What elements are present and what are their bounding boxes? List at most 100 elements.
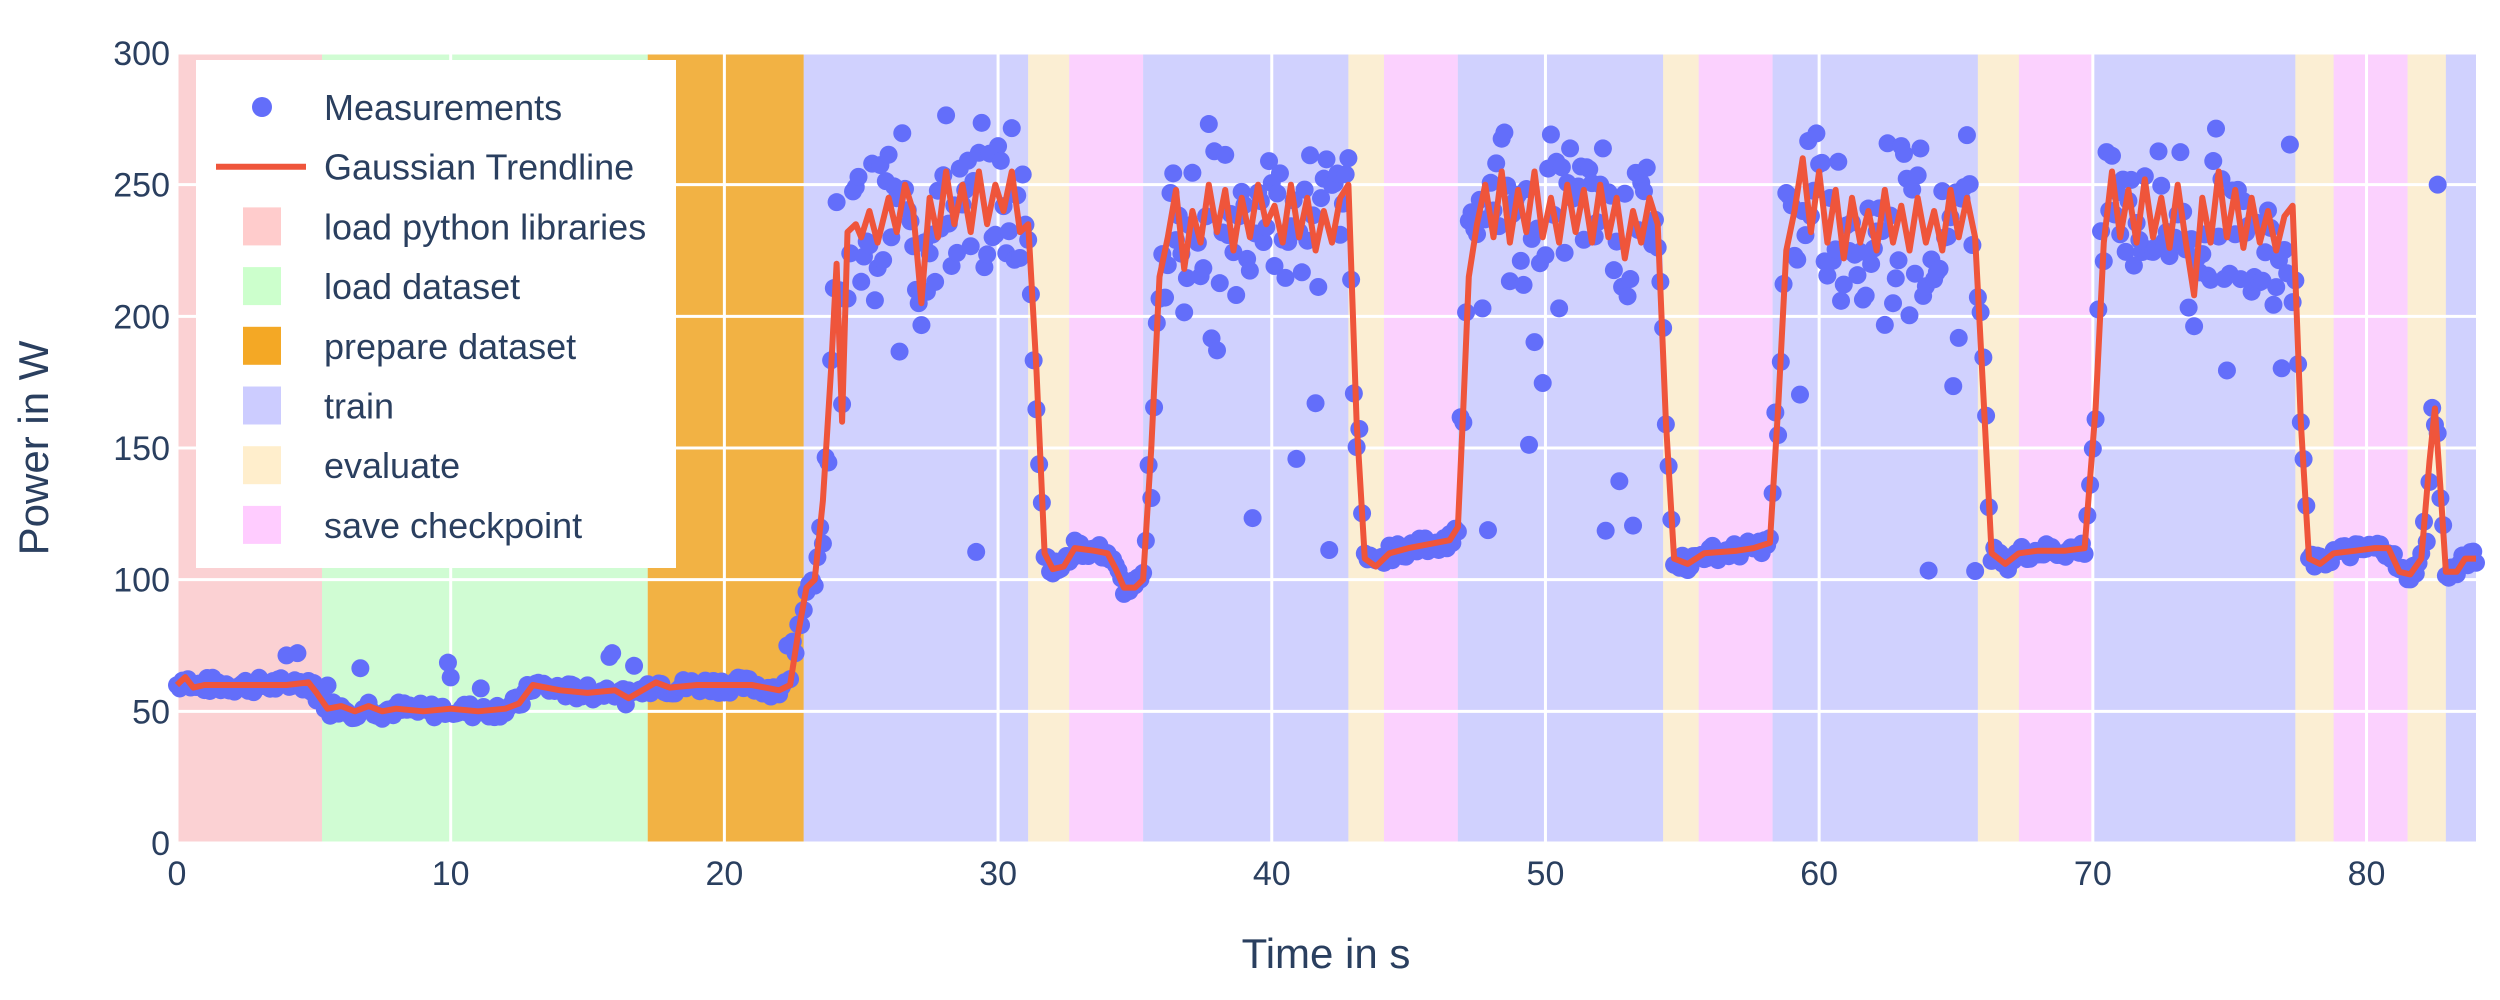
measurement-point xyxy=(1514,275,1533,294)
measurement-point xyxy=(1862,254,1881,273)
measurement-point xyxy=(1848,266,1867,285)
measurement-point xyxy=(1851,242,1870,261)
y-tick-label: 0 xyxy=(151,825,170,863)
measurement-point xyxy=(1216,145,1235,164)
legend-item-measurements[interactable]: Measurements xyxy=(252,87,562,128)
measurement-point xyxy=(1511,251,1530,270)
measurement-point xyxy=(1889,251,1908,270)
measurement-point xyxy=(1276,268,1295,287)
measurement-point xyxy=(1533,374,1552,393)
measurement-point xyxy=(1637,158,1656,177)
measurement-point xyxy=(1287,449,1306,468)
measurement-point xyxy=(849,167,868,186)
measurement-point xyxy=(2204,152,2223,171)
measurement-point xyxy=(1919,561,1938,580)
measurement-point xyxy=(986,225,1005,244)
legend-label: save checkpoint xyxy=(324,505,582,546)
measurement-point xyxy=(1227,286,1246,305)
measurement-point xyxy=(1270,164,1289,183)
measurement-point xyxy=(1966,562,1985,581)
measurement-point xyxy=(1812,153,1831,172)
measurement-point xyxy=(1604,261,1623,280)
measurement-point xyxy=(1911,139,1930,158)
measurement-point xyxy=(1295,180,1314,199)
measurement-point xyxy=(972,113,991,132)
measurement-point xyxy=(1790,385,1809,404)
measurement-point xyxy=(1164,164,1183,183)
measurement-point xyxy=(2206,119,2225,138)
measurement-point xyxy=(1210,274,1229,293)
measurement-point xyxy=(2152,176,2171,195)
measurement-point xyxy=(1317,150,1336,169)
legend-item-prepare-dataset[interactable]: prepare dataset xyxy=(243,326,576,367)
legend-swatch-icon xyxy=(243,386,281,425)
measurement-point xyxy=(1905,264,1924,283)
measurement-point xyxy=(2267,278,2286,297)
measurement-point xyxy=(1596,521,1615,540)
measurement-point xyxy=(1541,125,1560,144)
measurement-point xyxy=(1500,272,1519,291)
measurement-point xyxy=(1320,541,1339,560)
legend: Measurements Gaussian Trendline load pytho… xyxy=(196,60,676,568)
legend-item-load-dataset[interactable]: load dataset xyxy=(243,266,520,307)
x-tick-label: 70 xyxy=(2074,855,2112,893)
measurement-point xyxy=(1818,266,1837,285)
measurement-point xyxy=(2122,170,2141,189)
measurement-point xyxy=(318,676,337,695)
measurement-point xyxy=(1000,222,1019,241)
measurement-point xyxy=(2280,135,2299,154)
measurement-point xyxy=(1175,303,1194,322)
y-axis-title: Power in W xyxy=(10,340,57,555)
measurement-point xyxy=(827,193,846,212)
x-tick-label: 20 xyxy=(705,855,743,893)
measurement-point xyxy=(1960,175,1979,194)
measurement-point xyxy=(967,542,986,561)
measurement-point xyxy=(1301,146,1320,165)
legend-label: Gaussian Trendline xyxy=(324,147,634,188)
measurement-point xyxy=(1621,270,1640,289)
measurement-point xyxy=(1183,163,1202,182)
x-tick-label: 10 xyxy=(432,855,470,893)
legend-swatch-icon xyxy=(243,207,281,246)
legend-item-evaluate[interactable]: evaluate xyxy=(243,445,460,486)
legend-box xyxy=(196,60,676,568)
y-tick-label: 50 xyxy=(132,693,170,731)
measurement-point xyxy=(1829,152,1848,171)
legend-swatch-icon xyxy=(243,267,281,306)
measurement-point xyxy=(1177,269,1196,288)
measurement-point xyxy=(1013,165,1032,184)
measurement-point xyxy=(2272,359,2291,378)
y-tick-label: 100 xyxy=(113,562,170,600)
legend-item-train[interactable]: train xyxy=(243,386,394,427)
measurement-point xyxy=(1624,516,1643,535)
legend-item-gaussian-trendline[interactable]: Gaussian Trendline xyxy=(216,147,634,188)
gaussian-trendline xyxy=(174,155,2476,715)
measurement-point xyxy=(2428,175,2447,194)
measurement-point xyxy=(865,291,884,310)
measurement-point xyxy=(1265,257,1284,276)
legend-item-load-python-libraries[interactable]: load python libraries xyxy=(243,206,646,247)
measurement-point xyxy=(1618,287,1637,306)
y-tick-label: 150 xyxy=(113,430,170,468)
measurement-point xyxy=(2264,295,2283,314)
measurement-point xyxy=(912,316,931,335)
legend-label: load python libraries xyxy=(324,206,646,247)
measurement-point xyxy=(1336,165,1355,184)
legend-item-save-checkpoint[interactable]: save checkpoint xyxy=(243,505,582,546)
legend-swatch-icon xyxy=(243,505,281,544)
legend-swatch-icon xyxy=(243,446,281,485)
measurement-point xyxy=(438,653,457,672)
measurement-point xyxy=(1832,291,1851,310)
measurement-point xyxy=(1610,472,1629,491)
x-tick-label: 0 xyxy=(168,855,187,893)
measurement-point xyxy=(2124,256,2143,275)
x-tick-label: 40 xyxy=(1253,855,1291,893)
measurement-point xyxy=(1878,134,1897,153)
measurement-point xyxy=(1903,180,1922,199)
measurement-point xyxy=(852,272,871,291)
measurement-point xyxy=(978,245,997,264)
legend-label: load dataset xyxy=(324,266,520,307)
measurement-point xyxy=(603,644,622,663)
measurement-point xyxy=(1473,299,1492,318)
